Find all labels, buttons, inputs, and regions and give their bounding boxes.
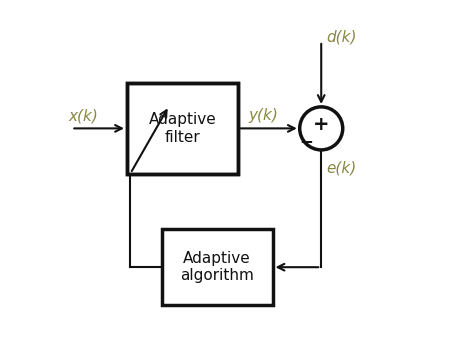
Text: −: −: [300, 132, 314, 150]
Text: e(k): e(k): [327, 160, 357, 175]
Text: y(k): y(k): [249, 108, 278, 123]
Bar: [127, 83, 238, 174]
Text: d(k): d(k): [327, 30, 357, 45]
Circle shape: [300, 107, 343, 150]
Text: +: +: [313, 116, 329, 134]
Bar: [162, 229, 273, 305]
Text: x(k): x(k): [68, 108, 98, 123]
Text: Adaptive
algorithm: Adaptive algorithm: [180, 251, 254, 283]
Bar: [127, 83, 238, 174]
Text: Adaptive
filter: Adaptive filter: [149, 112, 216, 145]
